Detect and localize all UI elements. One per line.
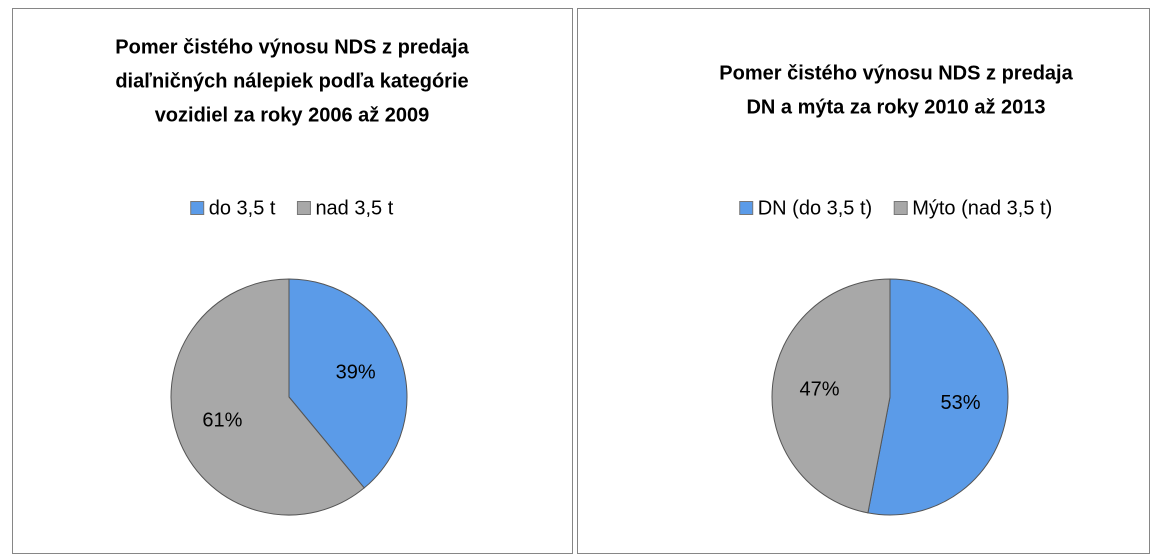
chart-title: DN a mýta za roky 2010 až 2013 [746,96,1045,118]
chart-title: Pomer čistého výnosu NDS z predaja [719,62,1073,84]
legend-label: nad 3,5 t [315,197,393,219]
data-label: 39% [336,361,376,383]
chart-title: diaľničných nálepiek podľa kategórie [115,70,468,92]
pie-slice [288,278,408,489]
legend-swatch [296,201,311,215]
data-label: 47% [799,379,839,401]
pie-slice [170,278,365,516]
legend-swatch [190,201,205,215]
pie-slice [771,278,891,514]
chart-title: Pomer čistého výnosu NDS z predaja [115,36,469,58]
legend-swatch [739,201,754,215]
legend-swatch [893,201,908,215]
legend-label: DN (do 3,5 t) [758,197,872,219]
pie-slice [867,278,1009,516]
legend-label: Mýto (nad 3,5 t) [912,197,1052,219]
data-label: 53% [940,392,980,414]
data-label: 61% [202,409,242,431]
legend-label: do 3,5 t [209,197,276,219]
chart-title: vozidiel za roky 2006 až 2009 [155,104,430,126]
